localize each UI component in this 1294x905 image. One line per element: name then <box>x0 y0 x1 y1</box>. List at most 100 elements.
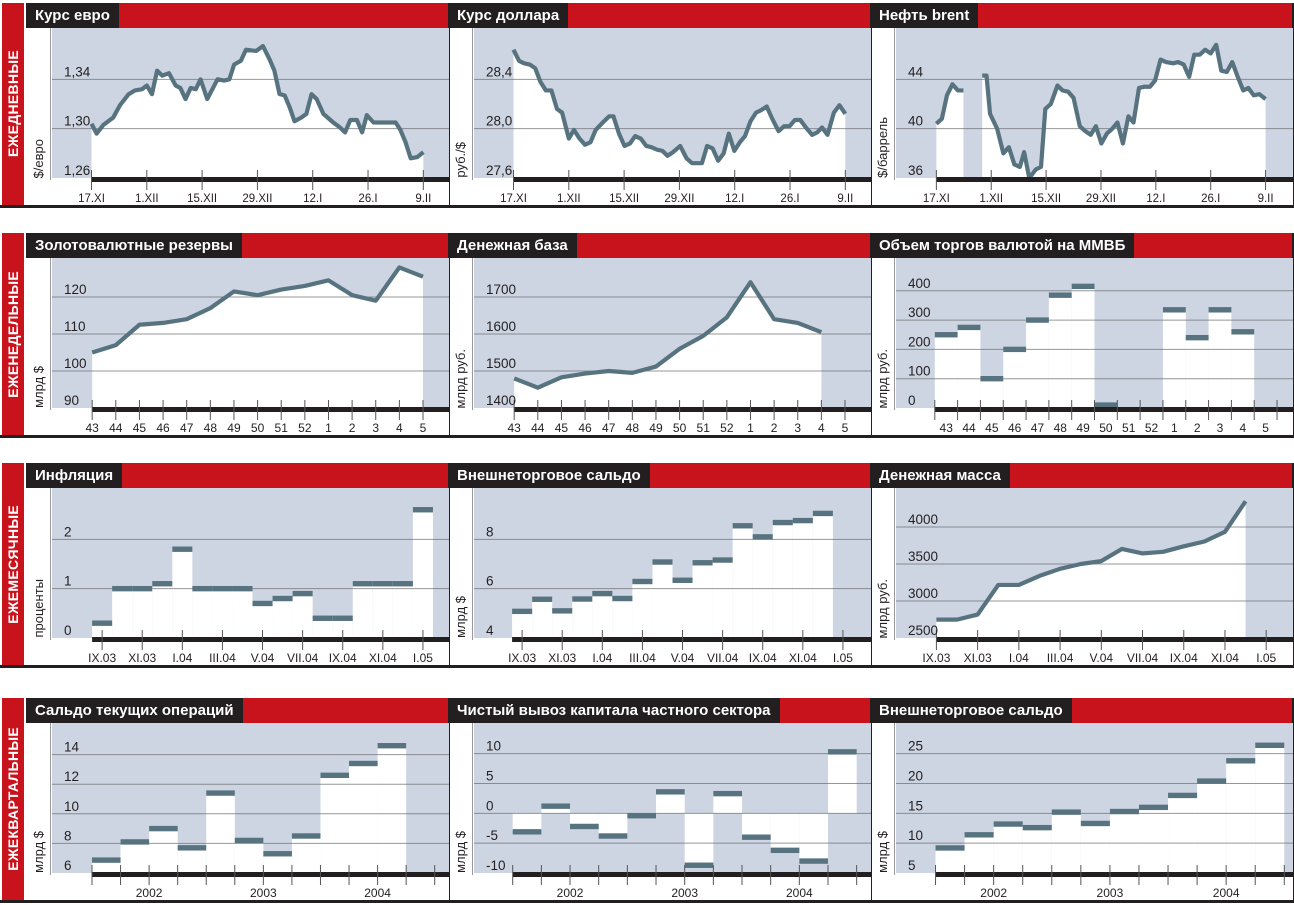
x-tick-label: 4 <box>818 421 825 435</box>
bar-value-cap <box>532 596 553 602</box>
row-label: ЕЖЕНЕДЕЛЬНЫЕ <box>5 270 21 398</box>
bar-value-cap <box>712 557 733 563</box>
x-axis-line <box>514 407 871 412</box>
bar-value-cap <box>1026 317 1049 323</box>
x-tick-label: 29.XII <box>242 193 272 205</box>
row-label-band: ЕЖЕДНЕВНЫЕ <box>2 3 24 205</box>
y-tick-label: 40 <box>908 114 923 129</box>
x-tick-label: 51 <box>275 421 289 435</box>
bar-fill <box>377 745 407 873</box>
y-tick-label: 44 <box>908 64 924 79</box>
x-tick-label: III.04 <box>629 651 656 665</box>
x-axis-line <box>936 177 1293 182</box>
x-tick-label: IX.03 <box>88 651 116 665</box>
x-tick-label: 9.II <box>415 193 431 205</box>
x-tick-label: 17.XI <box>923 193 950 205</box>
bar-value-cap <box>770 847 800 854</box>
x-tick-label: 9.II <box>1258 193 1274 205</box>
title-bar: Внешнеторговое сальдо <box>870 698 1292 723</box>
bar-fill <box>232 588 253 638</box>
bar-value-cap <box>1231 329 1255 335</box>
bar-fill <box>684 813 714 866</box>
y-tick-label: 8 <box>64 828 72 843</box>
bar-fill <box>177 847 207 873</box>
x-tick-label: XI.04 <box>1211 651 1239 665</box>
bar-fill <box>532 599 553 638</box>
row-label: ЕЖЕМЕСЯЧНЫЕ <box>5 504 21 624</box>
y-axis-label: $/баррель <box>874 117 890 178</box>
bar-value-cap <box>1109 808 1139 815</box>
y-axis-label-strip: млрд руб. <box>448 258 473 410</box>
bar-value-cap <box>828 749 857 755</box>
bar-fill <box>713 793 743 814</box>
bar-value-cap <box>752 534 773 540</box>
bar-value-cap <box>349 760 378 767</box>
x-tick-label: I.04 <box>172 651 192 665</box>
x-tick-label: V.04 <box>671 651 695 665</box>
chart-title: Сальдо текущих операций <box>26 698 243 723</box>
y-tick-label: 5 <box>908 858 916 873</box>
bar-fill <box>592 593 613 638</box>
y-tick-label: -5 <box>486 828 498 843</box>
bar-value-cap <box>92 620 113 626</box>
x-tick-label: 5 <box>420 421 427 435</box>
bar-value-cap <box>935 845 965 851</box>
y-tick-label: 4000 <box>908 512 938 527</box>
x-axis-label-area <box>474 642 871 665</box>
bar-fill <box>792 520 813 638</box>
chart-title: Инфляция <box>26 463 123 488</box>
x-tick-label: VII.04 <box>1127 651 1159 665</box>
bar-value-cap <box>799 858 829 864</box>
y-tick-label: 28,4 <box>486 64 513 79</box>
x-tick-label: VII.04 <box>287 651 319 665</box>
x-tick-label: III.04 <box>209 651 236 665</box>
bar-fill <box>1026 320 1049 408</box>
bar-fill <box>512 611 533 638</box>
bar-fill <box>770 813 800 851</box>
x-tick-label: 2003 <box>671 886 698 900</box>
x-tick-label: 2002 <box>980 886 1007 900</box>
y-axis-label: млрд $ <box>30 831 46 873</box>
bar-value-cap <box>1071 283 1095 290</box>
y-tick-label: 100 <box>908 364 931 379</box>
bar-value-cap <box>91 857 121 863</box>
title-bar: Внешнеторговое сальдо <box>448 463 870 488</box>
x-tick-label: 9.II <box>837 193 853 205</box>
frequency-row: ЕЖЕКВАРТАЛЬНЫЕ Сальдо текущих операций млр… <box>0 695 1294 903</box>
bar-value-cap <box>732 523 753 529</box>
title-bar: Денежная масса <box>870 463 1292 488</box>
bar-fill <box>1226 760 1256 873</box>
x-axis-line <box>936 637 1293 642</box>
y-tick-label: 4 <box>486 623 494 638</box>
bar-fill <box>541 806 571 814</box>
chart-title: Чистый вывоз капитала частного сектора <box>448 698 780 723</box>
bar-value-cap <box>312 615 333 621</box>
chart-panel: Инфляция проценты IX.03 XI.03 I.04 III.04 V.04… <box>26 463 450 665</box>
bar-fill <box>212 588 233 638</box>
bar-fill <box>149 828 178 873</box>
y-axis-label: млрд руб. <box>452 348 468 408</box>
x-tick-label: 47 <box>602 421 616 435</box>
x-tick-label: I.04 <box>1009 651 1029 665</box>
bar-value-cap <box>206 790 235 796</box>
bar-fill <box>752 536 773 638</box>
y-tick-label: 300 <box>908 305 931 320</box>
bar-fill <box>812 513 833 638</box>
y-axis-label: млрд $ <box>30 366 46 408</box>
chart-plot: 2002 2003 2004 6 8 10 12 14 <box>52 723 449 900</box>
x-tick-label: 1.XII <box>979 193 1003 205</box>
y-tick-label: 25 <box>908 739 923 754</box>
x-tick-label: 47 <box>180 421 194 435</box>
x-tick-label: 29.XII <box>1086 193 1116 205</box>
bar-value-cap <box>652 559 673 565</box>
bar-value-cap <box>1094 402 1118 408</box>
chart-title: Курс доллара <box>448 3 569 28</box>
bar-fill <box>1138 807 1169 873</box>
bar-value-cap <box>656 789 685 795</box>
x-tick-label: 43 <box>940 421 954 435</box>
x-tick-label: I.05 <box>413 651 433 665</box>
x-tick-label: 49 <box>649 421 663 435</box>
y-axis-label-strip: млрд руб. <box>870 488 895 640</box>
chart-plot: 2002 2003 2004 5 10 15 20 25 <box>896 723 1293 900</box>
x-axis-label-area <box>896 182 1293 205</box>
